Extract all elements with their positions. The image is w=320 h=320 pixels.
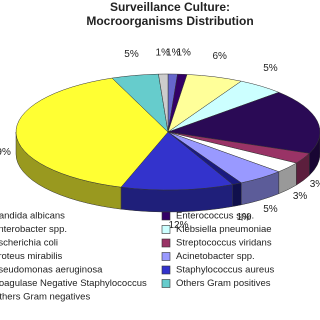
legend-label: Proteus mirabilis [0, 251, 62, 262]
legend-label: Others Gram negatives [0, 292, 90, 303]
value-label: 39% [0, 147, 11, 158]
legend-swatch [161, 238, 171, 248]
value-label: 1% [177, 48, 192, 59]
legend-swatch [161, 252, 171, 261]
value-label: 3% [310, 179, 320, 190]
value-label: 5% [263, 63, 278, 74]
slice [15, 77, 169, 188]
legend-label: Enterococcus spp. [176, 211, 254, 222]
legend-label: Enterobacter spp. [0, 224, 67, 235]
value-label: 6% [212, 51, 227, 62]
value-label: 1% [166, 47, 181, 58]
legend-label: Pseudomonas aeruginosa [0, 265, 103, 276]
legend-swatch [161, 265, 171, 275]
chart-title: Surveillance Culture: Mocroorganisms Dis… [86, 0, 254, 28]
value-label: 1% [156, 47, 171, 58]
slice-side [232, 182, 242, 207]
legend-swatch [161, 279, 171, 288]
value-label: 1% [237, 212, 252, 223]
value-label: 5% [263, 204, 278, 215]
slice [120, 131, 234, 191]
legend-label: Others Gram positives [176, 278, 271, 289]
legend-label: Streptococcus viridans [176, 238, 272, 249]
legend-label: Escherichia coli [0, 238, 58, 249]
legend-label: Acinetobacter spp. [176, 251, 255, 262]
legend-label: Candida albicans [0, 211, 65, 222]
value-label: 5% [124, 49, 139, 60]
value-label: 12% [168, 220, 188, 231]
legend-label: Klebsiella pneumoniae [176, 224, 272, 235]
legend-label: Coagulase Negative Staphylococcus [0, 278, 147, 289]
value-label: 3% [293, 191, 308, 202]
legend-label: Staphylococcus aureus [176, 265, 274, 276]
slice [167, 92, 320, 154]
legend-swatch [161, 225, 171, 234]
slice [158, 73, 169, 133]
legend-swatch [161, 211, 171, 221]
